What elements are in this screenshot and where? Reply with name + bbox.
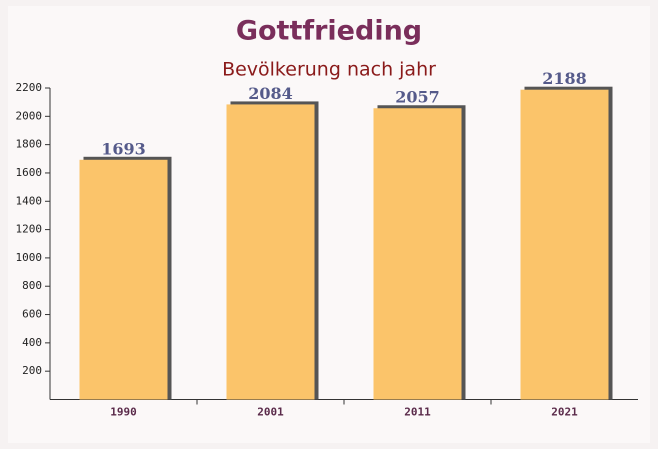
y-tick-label: 1000 — [16, 251, 43, 264]
value-label: 2084 — [248, 84, 293, 103]
chart-title: Gottfrieding — [236, 16, 422, 47]
y-tick-label: 400 — [22, 336, 42, 349]
y-tick-label: 2000 — [16, 109, 43, 122]
bar — [79, 159, 168, 400]
value-label: 2057 — [395, 88, 440, 107]
x-tick-label: 2021 — [551, 406, 578, 419]
y-tick-label: 600 — [22, 308, 42, 321]
y-tick-label: 200 — [22, 364, 42, 377]
y-tick-label: 800 — [22, 279, 42, 292]
bar — [520, 89, 609, 400]
bar — [226, 104, 315, 400]
x-tick-label: 2001 — [257, 406, 284, 419]
value-label: 2188 — [542, 69, 587, 88]
x-tick-label: 1990 — [110, 406, 137, 419]
x-tick-label: 2011 — [404, 406, 431, 419]
chart-subtitle: Bevölkerung nach jahr — [222, 59, 436, 81]
y-tick-label: 1200 — [16, 223, 43, 236]
y-tick-label: 1400 — [16, 194, 43, 207]
value-label: 1693 — [101, 139, 146, 158]
y-tick-label: 1600 — [16, 166, 43, 179]
bar — [373, 108, 462, 400]
y-tick-label: 1800 — [16, 138, 43, 151]
y-tick-label: 2200 — [16, 81, 43, 94]
